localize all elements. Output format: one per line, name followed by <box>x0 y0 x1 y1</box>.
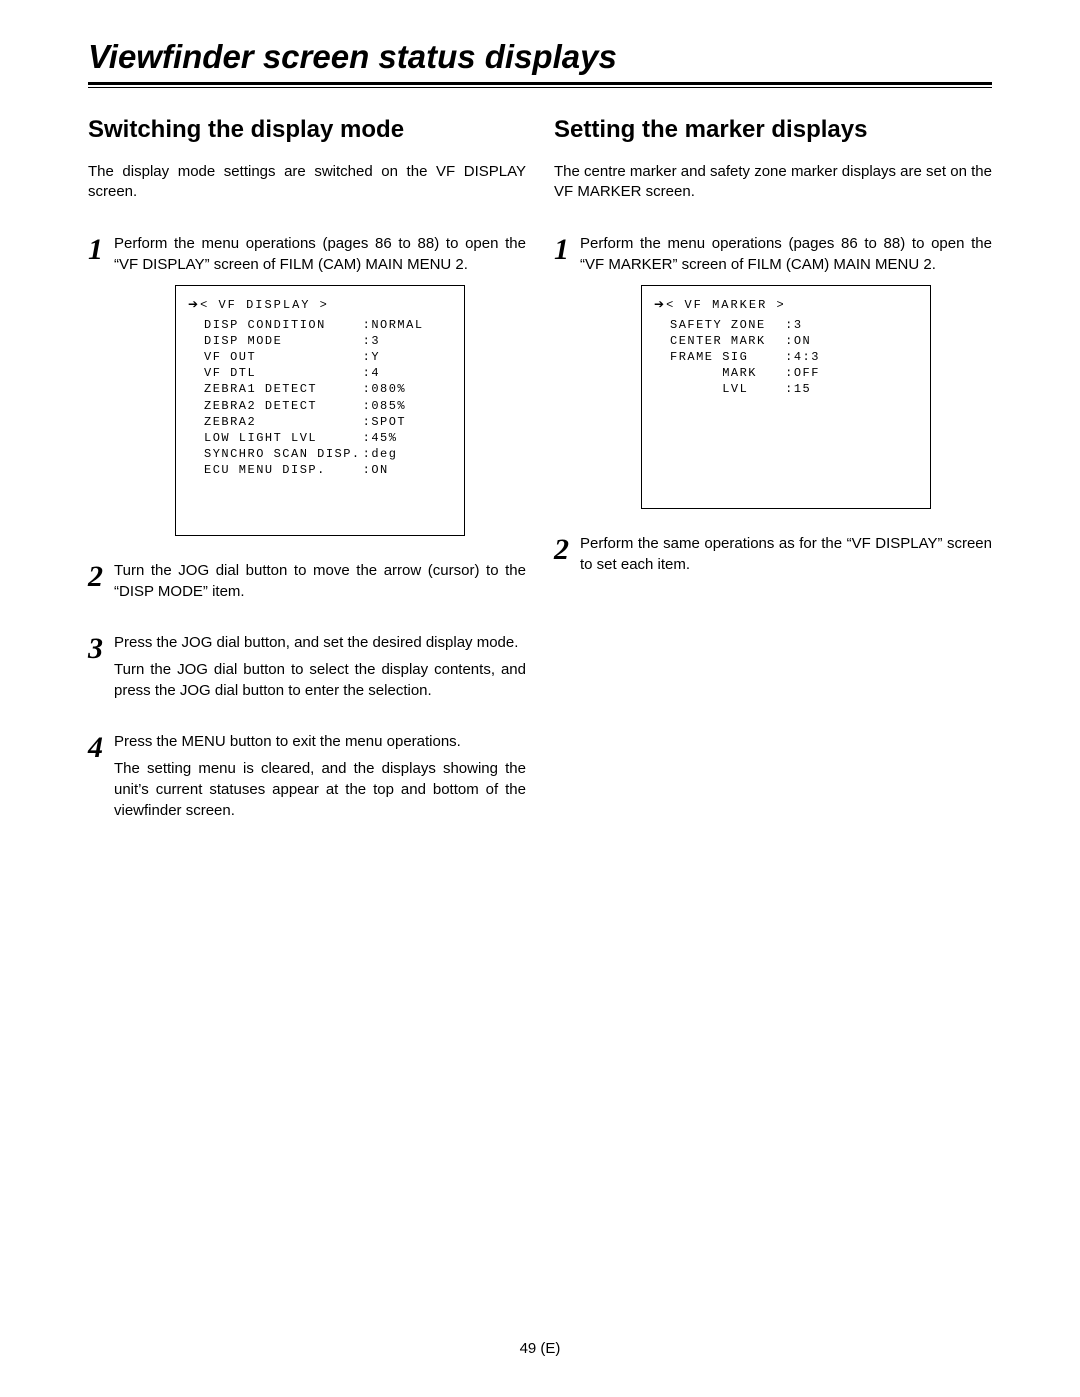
menu-label: CENTER MARK <box>670 333 783 349</box>
vf-marker-menu: ➔< VF MARKER > SAFETY ZONE :3CENTER MARK… <box>641 285 931 509</box>
menu-row: LOW LIGHT LVL :45% <box>188 430 452 446</box>
menu-label: VF DTL <box>204 365 361 381</box>
menu-row: ZEBRA1 DETECT :080% <box>188 381 452 397</box>
menu-value: :15 <box>785 381 811 397</box>
menu-label: FRAME SIG <box>670 349 783 365</box>
step-number: 3 <box>88 632 114 707</box>
menu-label: MARK <box>670 365 783 381</box>
left-step-4: 4 Press the MENU button to exit the menu… <box>88 731 526 827</box>
menu-value: :4 <box>363 365 380 381</box>
menu-label: DISP MODE <box>204 333 361 349</box>
menu-header-text: < VF DISPLAY > <box>200 298 329 312</box>
menu-label: DISP CONDITION <box>204 317 361 333</box>
right-step-1: 1 Perform the menu operations (pages 86 … <box>554 233 992 509</box>
left-intro: The display mode settings are switched o… <box>88 162 526 203</box>
menu-value: :080% <box>363 381 407 397</box>
left-section-title: Switching the display mode <box>88 116 526 144</box>
step-number: 2 <box>88 560 114 608</box>
step-text: Press the MENU button to exit the menu o… <box>114 731 526 752</box>
right-intro: The centre marker and safety zone marker… <box>554 162 992 203</box>
step-text: Perform the same operations as for the “… <box>580 533 992 575</box>
right-column: Setting the marker displays The centre m… <box>554 116 992 851</box>
menu-value: :45% <box>363 430 398 446</box>
menu-label: ZEBRA2 <box>204 414 361 430</box>
menu-row: VF OUT :Y <box>188 349 452 365</box>
menu-value: :ON <box>785 333 811 349</box>
menu-row: ZEBRA2 DETECT :085% <box>188 398 452 414</box>
menu-label: ZEBRA2 DETECT <box>204 398 361 414</box>
menu-header: ➔< VF MARKER > <box>654 296 918 313</box>
menu-label: ECU MENU DISP. <box>204 462 361 478</box>
arrow-icon: ➔ <box>654 297 666 311</box>
step-body: Perform the menu operations (pages 86 to… <box>114 233 526 536</box>
menu-value: :4:3 <box>785 349 820 365</box>
step-number: 1 <box>88 233 114 536</box>
right-section-title: Setting the marker displays <box>554 116 992 144</box>
menu-row: MARK :OFF <box>654 365 918 381</box>
step-number: 4 <box>88 731 114 827</box>
menu-label: SYNCHRO SCAN DISP. <box>204 446 361 462</box>
menu-value: :NORMAL <box>363 317 424 333</box>
step-text: Perform the menu operations (pages 86 to… <box>114 233 526 275</box>
menu-value: :3 <box>785 317 802 333</box>
menu-value: :OFF <box>785 365 820 381</box>
menu-row: SYNCHRO SCAN DISP.:deg <box>188 446 452 462</box>
menu-label: SAFETY ZONE <box>670 317 783 333</box>
right-step-2: 2 Perform the same operations as for the… <box>554 533 992 581</box>
menu-row: SAFETY ZONE :3 <box>654 317 918 333</box>
step-body: Perform the same operations as for the “… <box>580 533 992 581</box>
menu-header-text: < VF MARKER > <box>666 298 786 312</box>
menu-value: :ON <box>363 462 389 478</box>
step-text: Perform the menu operations (pages 86 to… <box>580 233 992 275</box>
step-number: 2 <box>554 533 580 581</box>
left-step-1: 1 Perform the menu operations (pages 86 … <box>88 233 526 536</box>
menu-label: ZEBRA1 DETECT <box>204 381 361 397</box>
page-title: Viewfinder screen status displays <box>88 38 992 76</box>
step-body: Press the MENU button to exit the menu o… <box>114 731 526 827</box>
menu-label: VF OUT <box>204 349 361 365</box>
menu-value: :085% <box>363 398 407 414</box>
title-rule <box>88 82 992 88</box>
menu-value: :SPOT <box>363 414 407 430</box>
left-step-3: 3 Press the JOG dial button, and set the… <box>88 632 526 707</box>
arrow-icon: ➔ <box>188 297 200 311</box>
menu-row: DISP MODE :3 <box>188 333 452 349</box>
menu-row: DISP CONDITION :NORMAL <box>188 317 452 333</box>
step-text-2: The setting menu is cleared, and the dis… <box>114 758 526 821</box>
menu-row: FRAME SIG :4:3 <box>654 349 918 365</box>
menu-rows: SAFETY ZONE :3CENTER MARK :ONFRAME SIG :… <box>654 317 918 398</box>
menu-row: ECU MENU DISP. :ON <box>188 462 452 478</box>
step-text-2: Turn the JOG dial button to select the d… <box>114 659 526 701</box>
two-column-layout: Switching the display mode The display m… <box>88 116 992 851</box>
menu-value: :3 <box>363 333 380 349</box>
menu-row: ZEBRA2 :SPOT <box>188 414 452 430</box>
step-text: Turn the JOG dial button to move the arr… <box>114 560 526 602</box>
menu-value: :Y <box>363 349 380 365</box>
menu-label: LVL <box>670 381 783 397</box>
menu-rows: DISP CONDITION :NORMALDISP MODE :3VF OUT… <box>188 317 452 479</box>
vf-display-menu: ➔< VF DISPLAY > DISP CONDITION :NORMALDI… <box>175 285 465 536</box>
step-number: 1 <box>554 233 580 509</box>
menu-value: :deg <box>363 446 398 462</box>
left-step-2: 2 Turn the JOG dial button to move the a… <box>88 560 526 608</box>
menu-label: LOW LIGHT LVL <box>204 430 361 446</box>
menu-row: VF DTL :4 <box>188 365 452 381</box>
menu-header: ➔< VF DISPLAY > <box>188 296 452 313</box>
step-body: Press the JOG dial button, and set the d… <box>114 632 526 707</box>
menu-row: LVL :15 <box>654 381 918 397</box>
step-text: Press the JOG dial button, and set the d… <box>114 632 526 653</box>
left-column: Switching the display mode The display m… <box>88 116 526 851</box>
step-body: Turn the JOG dial button to move the arr… <box>114 560 526 608</box>
page-number: 49 (E) <box>0 1340 1080 1357</box>
menu-row: CENTER MARK :ON <box>654 333 918 349</box>
step-body: Perform the menu operations (pages 86 to… <box>580 233 992 509</box>
